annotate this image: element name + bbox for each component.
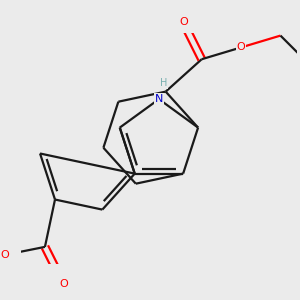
Text: H: H bbox=[160, 78, 167, 88]
Text: O: O bbox=[237, 42, 245, 52]
Text: N: N bbox=[155, 94, 163, 104]
Text: O: O bbox=[0, 250, 9, 260]
Text: O: O bbox=[179, 17, 188, 27]
Text: O: O bbox=[59, 279, 68, 289]
